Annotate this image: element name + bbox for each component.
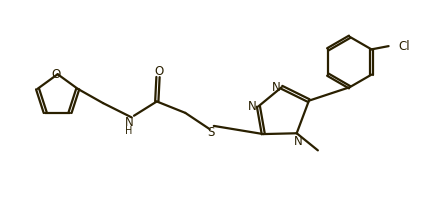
Text: N: N: [125, 116, 133, 129]
Text: N: N: [247, 100, 256, 113]
Text: Cl: Cl: [399, 40, 410, 53]
Text: S: S: [208, 125, 215, 139]
Text: N: N: [294, 134, 303, 147]
Text: N: N: [271, 81, 280, 93]
Text: O: O: [52, 68, 61, 81]
Text: H: H: [125, 125, 133, 135]
Text: O: O: [154, 64, 163, 77]
